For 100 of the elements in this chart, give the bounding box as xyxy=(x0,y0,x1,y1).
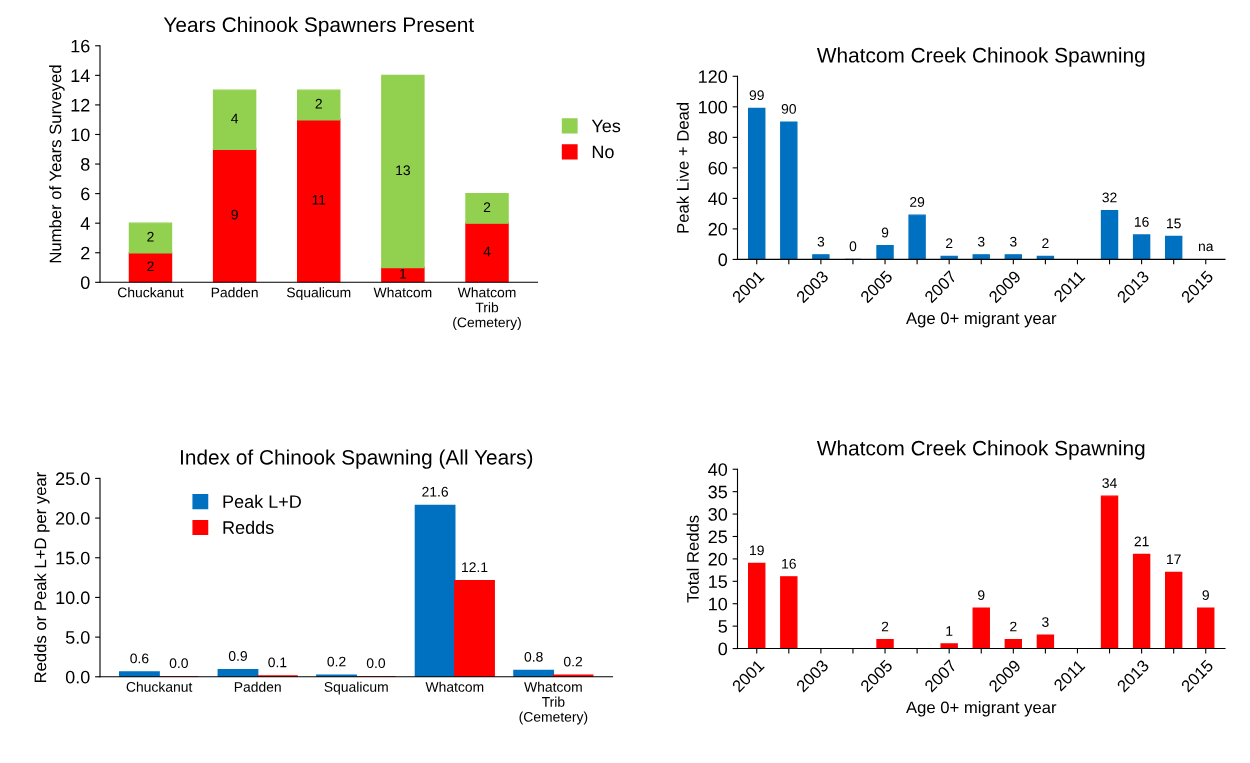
data-label: 29 xyxy=(910,197,925,207)
y-axis-title: Redds or Peak L+D per year xyxy=(34,472,50,683)
y-tick-label: 5 xyxy=(718,620,728,633)
data-label: 0.6 xyxy=(130,653,149,664)
x-tick-label: Squalicum xyxy=(324,681,388,695)
data-label: 1 xyxy=(400,268,407,279)
data-label: 3 xyxy=(1042,617,1049,627)
data-label: 34 xyxy=(1102,478,1117,489)
data-label: 2 xyxy=(483,202,491,212)
y-tick-label: 120 xyxy=(699,70,728,84)
data-label: 0.1 xyxy=(268,657,287,668)
y-tick-label: 80 xyxy=(708,131,728,145)
chart-title: Index of Chinook Spawning (All Years) xyxy=(180,449,533,469)
legend-label: Peak L+D xyxy=(223,494,301,509)
y-tick-label: 5.0 xyxy=(65,631,90,644)
data-label: 0.2 xyxy=(563,656,583,667)
y-tick-label: 6 xyxy=(81,187,90,201)
y-tick-label: 0 xyxy=(718,253,728,267)
y-tick-label: 10 xyxy=(71,128,90,142)
data-label: 2 xyxy=(1042,238,1049,248)
data-label: 99 xyxy=(749,90,764,101)
data-label: 0.0 xyxy=(366,658,386,669)
y-tick-label: 40 xyxy=(708,192,728,206)
data-label: 9 xyxy=(1202,590,1209,601)
y-tick-label: 100 xyxy=(699,100,728,114)
data-label: 9 xyxy=(978,590,985,601)
data-label: 3 xyxy=(817,236,825,247)
data-label: 2 xyxy=(147,261,154,272)
legend-label: No xyxy=(592,145,614,159)
y-tick-label: 4 xyxy=(80,217,90,230)
y-tick-label: 25 xyxy=(708,530,728,544)
data-label: 3 xyxy=(1009,236,1017,247)
legend-label: Redds xyxy=(223,520,274,534)
data-label: 9 xyxy=(881,227,889,238)
data-label: 90 xyxy=(781,104,796,114)
x-tick-label: Whatcom xyxy=(425,681,484,692)
x-tick-label: Squalicum xyxy=(286,287,351,301)
data-label: 2 xyxy=(946,238,953,248)
y-tick-label: 12 xyxy=(71,98,90,112)
chart-title: Years Chinook Spawners Present xyxy=(163,16,474,37)
y-tick-label: 30 xyxy=(708,508,728,521)
y-tick-label: 16 xyxy=(71,39,90,53)
x-axis-title: Age 0+ migrant year xyxy=(906,311,1057,328)
data-label: 16 xyxy=(1134,216,1149,227)
chart-title: Whatcom Creek Chinook Spawning xyxy=(816,47,1145,67)
y-axis-title: Peak Live + Dead xyxy=(676,102,689,233)
y-tick-label: 0 xyxy=(80,276,90,290)
y-tick-label: 20.0 xyxy=(56,512,90,525)
data-label: 4 xyxy=(483,246,491,257)
data-label: 0.8 xyxy=(524,651,543,662)
data-label: 1 xyxy=(946,626,953,636)
data-label: 16 xyxy=(782,558,796,569)
data-label: 13 xyxy=(396,165,410,176)
data-label: 2 xyxy=(315,98,322,109)
data-label: 19 xyxy=(750,545,764,556)
data-label: 12.1 xyxy=(462,562,488,572)
y-tick-label: 14 xyxy=(71,69,90,82)
x-tick-label: Padden xyxy=(234,681,281,692)
y-tick-label: 25.0 xyxy=(56,472,90,486)
y-tick-label: 2 xyxy=(81,246,90,260)
data-label: 17 xyxy=(1167,554,1181,565)
x-tick-label: Chuckanut xyxy=(126,681,193,692)
data-label: 32 xyxy=(1102,192,1117,203)
data-label: 4 xyxy=(231,113,239,124)
y-tick-label: 40 xyxy=(708,463,728,476)
y-tick-label: 20 xyxy=(708,552,728,566)
text: na xyxy=(1198,243,1214,252)
y-tick-label: 35 xyxy=(708,485,728,499)
legend-label: Yes xyxy=(591,119,621,133)
data-label: 0 xyxy=(849,241,857,252)
y-tick-label: 0.0 xyxy=(65,670,90,684)
y-tick-label: 60 xyxy=(708,161,728,175)
y-tick-label: 15.0 xyxy=(56,551,90,565)
y-tick-label: 10.0 xyxy=(56,591,90,605)
data-label: 2 xyxy=(881,621,889,632)
data-label: 21 xyxy=(1134,536,1149,547)
x-tick-label: Whatcom xyxy=(373,287,432,298)
data-label: 0.2 xyxy=(327,656,346,667)
x-tick-label: Whatcom Trib (Cemetery) xyxy=(453,287,521,331)
data-label: 11 xyxy=(312,195,326,205)
chart-title: Whatcom Creek Chinook Spawning xyxy=(816,440,1145,460)
data-label: 21.6 xyxy=(422,486,448,497)
y-tick-label: 15 xyxy=(709,575,728,589)
data-label: 2 xyxy=(147,231,154,242)
data-label: 3 xyxy=(977,236,985,247)
y-axis-title: Number of Years Surveyed xyxy=(49,65,65,263)
x-tick-label: Whatcom Trib (Cemetery) xyxy=(519,681,588,725)
y-tick-label: 10 xyxy=(709,597,728,611)
y-tick-label: 20 xyxy=(708,222,728,236)
y-tick-label: 0 xyxy=(718,642,728,656)
y-axis-title: Total Redds xyxy=(686,515,699,603)
x-tick-label: Chuckanut xyxy=(117,287,184,298)
data-label: 0.9 xyxy=(228,651,247,661)
data-label: 2 xyxy=(1010,621,1017,632)
data-label: 15 xyxy=(1167,218,1181,229)
y-tick-label: 8 xyxy=(81,157,90,171)
x-axis-title: Age 0+ migrant year xyxy=(906,701,1057,717)
data-label: 0.0 xyxy=(169,658,188,669)
x-tick-label: Padden xyxy=(211,287,258,298)
data-label: 9 xyxy=(231,209,238,220)
